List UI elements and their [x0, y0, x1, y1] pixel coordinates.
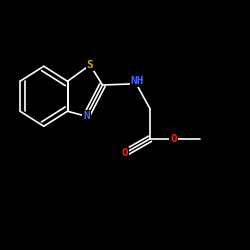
Text: O: O [170, 134, 177, 144]
Text: NH: NH [131, 76, 144, 86]
Text: N: N [83, 111, 89, 121]
Text: S: S [87, 60, 94, 70]
Text: O: O [122, 148, 128, 158]
